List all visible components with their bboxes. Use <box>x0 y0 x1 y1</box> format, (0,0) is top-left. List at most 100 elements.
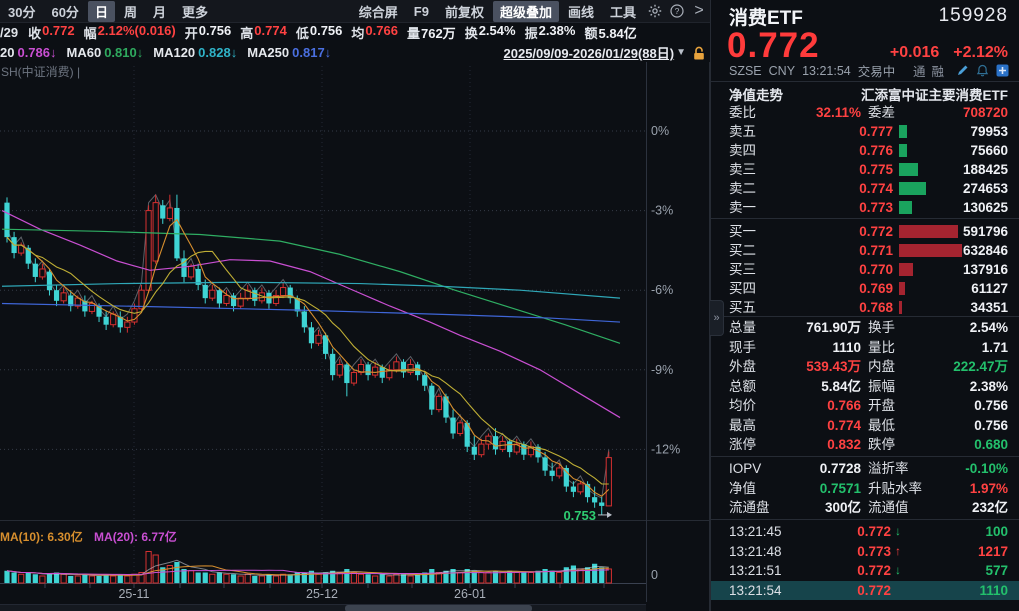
bid-label: 买二 <box>729 243 756 258</box>
tool-button-4[interactable]: 画线 <box>567 4 594 20</box>
tool-button-1[interactable]: F9 <box>413 3 429 19</box>
candle-body <box>344 364 350 384</box>
volume-bar <box>82 574 88 583</box>
bid-row-5[interactable]: 买五 0.768 34351 <box>711 298 1019 317</box>
tool-buttons: 综合屏 F9 前复权 超级叠加 画线 工具? > <box>351 0 710 22</box>
quote-item-value: 0.766 <box>365 23 398 38</box>
collapse-panel-button[interactable]: » <box>710 300 724 336</box>
ask-row-1[interactable]: 卖五 0.777 79953 <box>711 122 1019 141</box>
candle-body <box>160 205 166 219</box>
ask-depth-bar <box>899 182 926 195</box>
tool-button-2[interactable]: 前复权 <box>444 4 484 20</box>
volume-bar <box>415 574 421 583</box>
tick-volume: 1110 <box>979 582 1008 598</box>
period-tab-5[interactable]: 更多 <box>181 4 208 20</box>
add-to-watchlist-icon[interactable] <box>995 64 1010 78</box>
date-range-control[interactable]: 2025/09/09-2026/01/29(88日) ▼ <box>504 43 686 62</box>
period-tab-2[interactable]: 日 <box>87 0 115 22</box>
flag-rong: 融 <box>931 65 944 79</box>
period-tab-4[interactable]: 月 <box>152 4 166 20</box>
stat-row-4-label-1: 总额 <box>729 378 756 394</box>
chevron-right-icon[interactable]: > <box>694 2 704 19</box>
tool-button-3[interactable]: 超级叠加 <box>492 0 559 22</box>
bid-row-3[interactable]: 买三 0.770 137916 <box>711 260 1019 279</box>
ask-volume: 79953 <box>970 124 1008 139</box>
candle-body <box>393 361 400 371</box>
ask-price: 0.775 <box>859 162 893 177</box>
tick-row-3[interactable]: 13:21:51 0.772 ↓ 577 <box>711 561 1019 581</box>
quote-item-label: 收 <box>28 26 42 41</box>
tick-row-1[interactable]: 13:21:45 0.772 ↓ 100 <box>711 522 1019 542</box>
tool-button-0[interactable]: 综合屏 <box>358 4 398 20</box>
quote-item-value: 0.774 <box>254 23 287 38</box>
volume-bar <box>471 570 477 583</box>
volume-bar <box>4 570 10 583</box>
edit-pencil-icon[interactable] <box>955 64 970 78</box>
volume-bar <box>407 575 414 584</box>
tick-arrow-down: ↓ <box>895 563 901 577</box>
ma-line-ma250 <box>1 302 621 323</box>
volume-bar <box>252 576 258 583</box>
ask-row-4[interactable]: 卖二 0.774 274653 <box>711 179 1019 198</box>
stat-row-4: 总额 5.84亿 振幅 2.38% <box>711 377 1019 396</box>
chevron-down-icon[interactable]: ▼ <box>676 47 686 58</box>
candle-body <box>223 295 230 304</box>
nav-trend-label[interactable]: 净值走势 <box>729 88 783 103</box>
tick-row-2[interactable]: 13:21:48 0.773 ↑ 1217 <box>711 542 1019 562</box>
ask-row-2[interactable]: 卖四 0.776 75660 <box>711 141 1019 160</box>
ma-item-label: MA120 <box>153 45 196 60</box>
alert-bell-icon[interactable] <box>975 64 990 78</box>
kline-chart[interactable]: 0% -3% -6% -9% -12% 0.753 0 25-11 25-12 26-01 SH(… <box>0 62 710 611</box>
candle-body <box>294 298 300 312</box>
help-icon[interactable]: ? <box>668 2 686 20</box>
bid-price: 0.768 <box>859 300 893 315</box>
candle-body <box>39 268 46 278</box>
settings-gear-icon[interactable] <box>646 2 664 20</box>
candle-body <box>492 436 499 450</box>
chart-scrollbar[interactable] <box>0 604 646 611</box>
iopv-row-2-value-2: 1.97% <box>969 480 1008 496</box>
ask-depth-bar <box>899 144 907 157</box>
stat-row-3-label-1: 外盘 <box>729 359 756 374</box>
date-range-label[interactable]: 2025/09/09-2026/01/29(88日) <box>503 46 675 61</box>
exchange-label: SZSE <box>729 63 762 78</box>
ask-depth-bar <box>899 125 907 138</box>
ask-volume: 130625 <box>962 200 1008 215</box>
volume-bar <box>592 563 598 583</box>
ask-row-3[interactable]: 卖三 0.775 188425 <box>711 160 1019 179</box>
iopv-row-3-label-2: 流通值 <box>868 500 909 515</box>
tick-time: 13:21:48 <box>729 543 782 559</box>
ask-row-5[interactable]: 卖一 0.773 130625 <box>711 198 1019 217</box>
period-tab-0[interactable]: 30分 <box>8 4 36 20</box>
bid-row-4[interactable]: 买四 0.769 61127 <box>711 279 1019 298</box>
market-status: 交易中 <box>857 65 896 79</box>
stat-row-7-value-1: 0.832 <box>827 437 861 452</box>
quote-item-8: 换 2.54% <box>465 23 516 42</box>
candle-body <box>138 289 145 310</box>
iopv-row-2-value-1: 0.7571 <box>819 480 861 496</box>
stat-row-6-label-2: 最低 <box>868 417 895 433</box>
kline-canvas[interactable]: 0% -3% -6% -9% -12% 0.753 0 25-11 25-12 26-01 <box>0 62 710 611</box>
bid-row-2[interactable]: 买二 0.771 632846 <box>711 241 1019 260</box>
bid-row-1[interactable]: 买一 0.772 591796 <box>711 222 1019 241</box>
tick-price: 0.772 <box>857 582 891 598</box>
ma-item-label: 20 <box>0 45 15 60</box>
candle-body <box>68 295 74 307</box>
stat-row-7-value-2: 0.680 <box>974 437 1008 452</box>
candle-body <box>556 467 563 477</box>
period-tab-3[interactable]: 周 <box>123 4 137 20</box>
bid-depth-bar <box>899 244 962 257</box>
bid-label: 买五 <box>729 300 756 315</box>
volume-bar <box>266 574 272 583</box>
quote-item-5: 低 0.756 <box>296 23 343 42</box>
unlock-icon[interactable] <box>691 45 707 61</box>
bid-price: 0.769 <box>859 281 893 296</box>
tick-row-4[interactable]: 13:21:54 0.772 1110 <box>711 580 1019 600</box>
candle-body <box>605 457 612 507</box>
quote-item-label: 开 <box>184 26 198 41</box>
tool-button-5[interactable]: 工具 <box>609 4 636 20</box>
scrollbar-thumb[interactable] <box>345 605 532 611</box>
volume-bar <box>280 573 287 584</box>
period-tab-1[interactable]: 60分 <box>51 4 79 20</box>
candle-body <box>599 502 605 506</box>
